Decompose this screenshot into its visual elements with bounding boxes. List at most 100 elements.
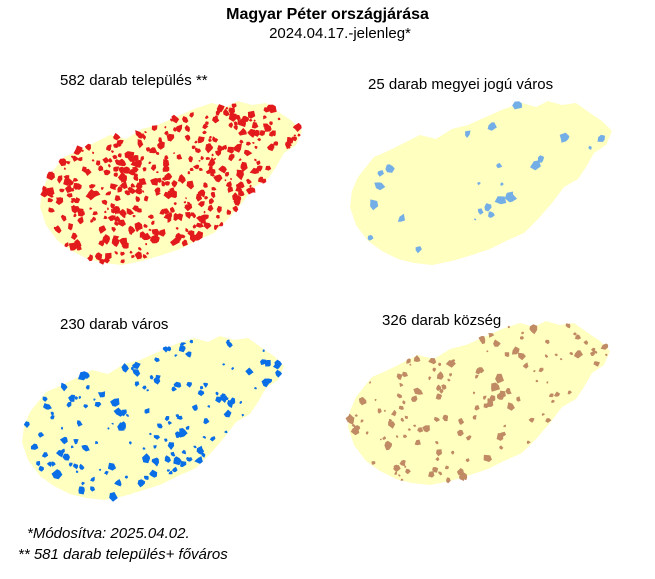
settlement-patch (393, 464, 398, 469)
settlement-patch (187, 230, 195, 236)
settlement-patch (133, 173, 139, 182)
settlement-patch (388, 419, 393, 422)
settlement-patch (436, 384, 442, 391)
settlement-patch (94, 441, 99, 445)
settlement-patch (184, 204, 190, 208)
settlement-patch (164, 416, 170, 422)
settlement-patch (140, 178, 146, 183)
settlement-patch (151, 125, 158, 131)
settlement-patch (144, 475, 149, 480)
settlement-patch (432, 467, 439, 473)
settlement-patch (491, 382, 500, 392)
settlement-patch (290, 136, 298, 142)
settlement-patch (533, 370, 536, 373)
settlement-patch (93, 398, 96, 401)
settlement-patch (124, 475, 128, 479)
settlement-patch (484, 203, 492, 212)
settlement-patch (181, 240, 188, 247)
settlement-patch (191, 145, 196, 150)
settlement-patch (179, 428, 188, 437)
settlement-patch (400, 478, 404, 481)
settlement-patch (195, 234, 201, 241)
settlement-patch (450, 450, 455, 455)
settlement-patch (38, 432, 45, 438)
settlement-patch (163, 208, 170, 215)
settlement-patch (195, 193, 203, 202)
settlement-patch (183, 118, 189, 124)
settlement-patch (73, 197, 81, 204)
settlement-patch (111, 150, 114, 154)
settlement-patch (297, 133, 301, 137)
settlement-patch (215, 215, 220, 219)
settlement-patch (245, 367, 254, 376)
settlement-patch (196, 445, 205, 455)
settlement-patch (400, 417, 405, 422)
settlement-patch (436, 371, 444, 380)
settlement-patch (486, 350, 489, 353)
settlement-patch (71, 445, 74, 449)
settlement-patch (63, 176, 73, 186)
settlement-patch (97, 391, 106, 398)
settlement-patch (226, 209, 232, 215)
settlement-patch (241, 194, 244, 197)
settlement-patch (264, 125, 272, 132)
settlement-patch (132, 205, 140, 212)
settlement-patch (197, 201, 205, 208)
map-megyei-jogu-varos (350, 101, 612, 265)
settlement-patch (399, 459, 406, 467)
settlement-patch (159, 229, 166, 237)
settlement-patch (112, 154, 118, 160)
settlement-patch (123, 166, 131, 174)
settlement-patch (383, 409, 386, 412)
settlement-patch (104, 210, 107, 214)
settlement-patch (418, 427, 424, 433)
settlement-patch (135, 196, 141, 202)
panel-label-kozseg: 326 darab község (382, 312, 502, 329)
settlement-patch (134, 221, 143, 233)
settlement-patch (499, 390, 506, 398)
settlement-patch (132, 361, 141, 369)
settlement-patch (412, 424, 416, 428)
settlement-patch (474, 218, 477, 221)
settlement-patch (60, 382, 68, 392)
settlement-patch (358, 396, 367, 406)
settlement-patch (98, 468, 102, 471)
settlement-patch (113, 407, 124, 417)
settlement-patch (224, 179, 227, 182)
settlement-patch (130, 183, 136, 188)
settlement-patch (518, 352, 526, 361)
settlement-patch (218, 222, 224, 227)
settlement-patch (205, 143, 214, 151)
settlement-patch (273, 363, 280, 370)
settlement-patch (149, 469, 158, 478)
settlement-patch (65, 184, 72, 193)
settlement-patch (369, 381, 372, 384)
settlement-patch (538, 367, 544, 373)
settlement-patch (402, 371, 408, 378)
settlement-patch (262, 349, 265, 352)
settlement-patch (194, 456, 203, 464)
settlement-patch (116, 139, 124, 146)
settlement-patch (472, 415, 477, 420)
settlement-patch (575, 334, 582, 340)
settlement-patch (156, 177, 162, 183)
settlement-patch (203, 221, 212, 230)
settlement-patch (113, 208, 120, 214)
settlement-patch (212, 116, 220, 124)
settlement-patch (144, 131, 147, 134)
settlement-patch (548, 393, 554, 398)
settlement-patch (109, 183, 119, 191)
settlement-patch (175, 431, 179, 437)
settlement-patch (233, 125, 238, 131)
settlement-patch (407, 428, 411, 431)
settlement-patch (208, 135, 212, 139)
settlement-patch (200, 214, 209, 220)
settlement-patch (62, 453, 70, 461)
settlement-patch (438, 471, 443, 476)
settlement-patch (223, 409, 232, 418)
settlement-patch (112, 136, 116, 139)
settlement-patch (74, 396, 78, 400)
settlement-patch (177, 174, 186, 184)
settlement-patch (496, 162, 503, 169)
settlement-patch (374, 399, 377, 402)
